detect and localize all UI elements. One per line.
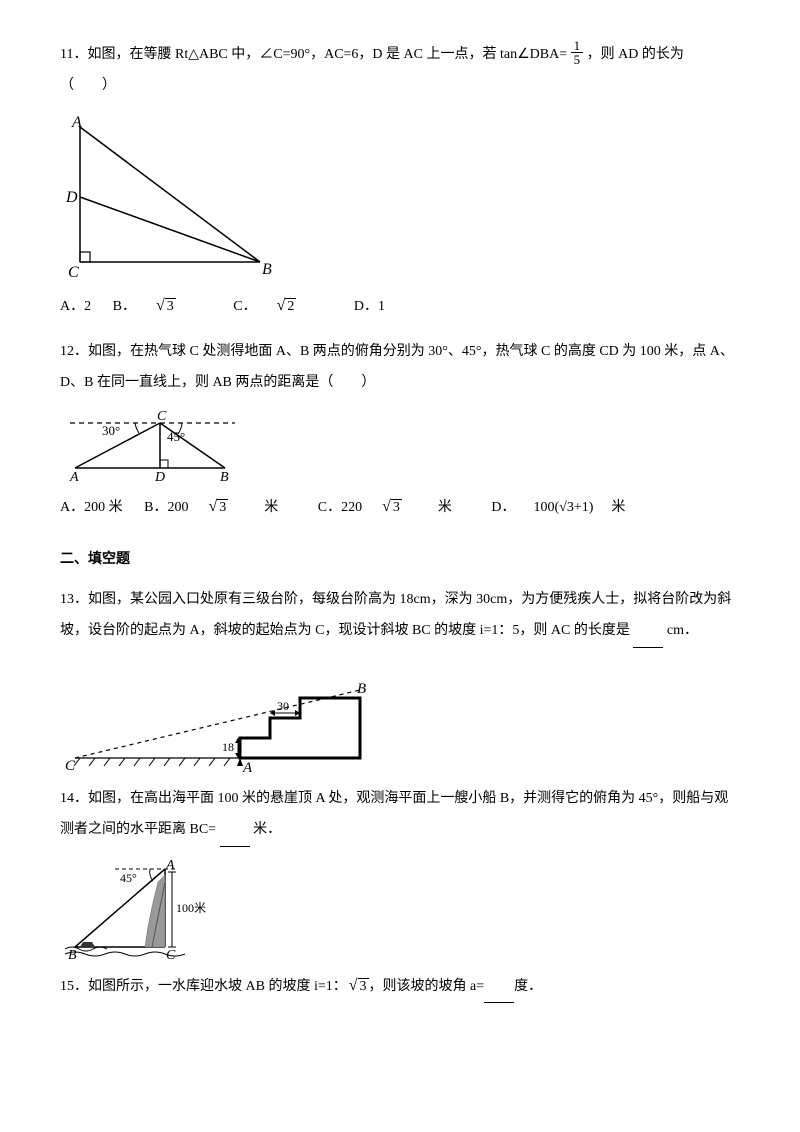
q11-label-B: B [262, 261, 272, 278]
q12-ang30: 30° [102, 423, 120, 438]
question-14: 14．如图，在高出海平面 100 米的悬崖顶 A 处，观测海平面上一艘小船 B，… [60, 784, 740, 847]
q13-label-A: A [242, 760, 253, 776]
q12-label-D: D [154, 470, 165, 483]
q12-options: A．200 米 B．2003米 C．2203米 D．100(√3+1)米 [60, 489, 740, 524]
q13-dim-18: 18 [222, 740, 234, 754]
q12-opt-a: A．200 米 [60, 500, 123, 515]
q12-label-A: A [69, 470, 79, 483]
q14-figure: 45° 100米 A B C [60, 857, 740, 962]
q11-figure: A D C B [60, 112, 740, 282]
q12-opt-c: C．2203米 [318, 500, 470, 515]
q11-opt-a: A．2 [60, 299, 91, 314]
q14-label-B: B [68, 948, 77, 962]
q14-unit: 米． [253, 822, 281, 837]
q11-opt-b: B．3 [113, 299, 212, 314]
q11-paren: （ ） [60, 71, 740, 102]
q11-label-A: A [71, 114, 82, 131]
q14-ang45: 45° [120, 871, 137, 885]
q12-ang45: 45° [167, 429, 185, 444]
q11-opt-c: C．2 [233, 299, 332, 314]
q13-figure: 30 18 B C A [60, 658, 740, 778]
q11-opt-d: D．1 [354, 299, 385, 314]
q11-label-D: D [65, 189, 78, 206]
section-2-title: 二、填空题 [60, 545, 740, 576]
q13-text: 13．如图，某公园入口处原有三级台阶，每级台阶高为 18cm，深为 30cm，为… [60, 592, 731, 638]
q12-figure: 30° 45° C A D B [60, 408, 740, 483]
question-13: 13．如图，某公园入口处原有三级台阶，每级台阶高为 18cm，深为 30cm，为… [60, 585, 740, 648]
q15-blank [484, 972, 514, 1004]
q11-text-a: 11．如图，在等腰 Rt△ABC 中，∠C=90°，AC=6，D 是 AC 上一… [60, 47, 567, 62]
q12-opt-d: D．100(√3+1)米 [491, 500, 643, 515]
q12-label-B: B [220, 470, 229, 483]
q14-label-A: A [165, 858, 175, 873]
q11-text-b: ，则 AD 的长为 [587, 47, 684, 62]
q14-text: 14．如图，在高出海平面 100 米的悬崖顶 A 处，观测海平面上一艘小船 B，… [60, 791, 728, 837]
q11-options: A．2 B．3 C．2 D．1 [60, 288, 740, 323]
q13-blank [633, 616, 663, 648]
q11-fraction: 1 5 [571, 39, 584, 66]
q14-label-C: C [166, 948, 176, 962]
question-12: 12．如图，在热气球 C 处测得地面 A、B 两点的俯角分别为 30°、45°，… [60, 337, 740, 399]
q11-label-C: C [68, 264, 79, 281]
q13-unit: cm． [667, 623, 698, 638]
q13-label-C: C [65, 758, 76, 774]
question-15: 15．如图所示，一水库迎水坡 AB 的坡度 i=1：3，则该坡的坡角 a= 度． [60, 968, 740, 1004]
q12-opt-b: B．2003米 [144, 500, 296, 515]
q15-sqrt: 3 [347, 968, 369, 1003]
q14-h100: 100米 [176, 901, 206, 915]
q12-label-C: C [157, 409, 167, 424]
q15-unit: 度． [514, 979, 542, 994]
q12-text: 12．如图，在热气球 C 处测得地面 A、B 两点的俯角分别为 30°、45°，… [60, 344, 734, 390]
q11-frac-num: 1 [571, 39, 584, 53]
q13-label-B: B [357, 681, 366, 697]
q15-text-a: 15．如图所示，一水库迎水坡 AB 的坡度 i=1： [60, 979, 347, 994]
q14-blank [220, 815, 250, 847]
q13-dim-30: 30 [277, 699, 289, 713]
question-11: 11．如图，在等腰 Rt△ABC 中，∠C=90°，AC=6，D 是 AC 上一… [60, 40, 740, 102]
q15-text-b: ，则该坡的坡角 a= [369, 979, 485, 994]
q11-frac-den: 5 [571, 53, 584, 66]
